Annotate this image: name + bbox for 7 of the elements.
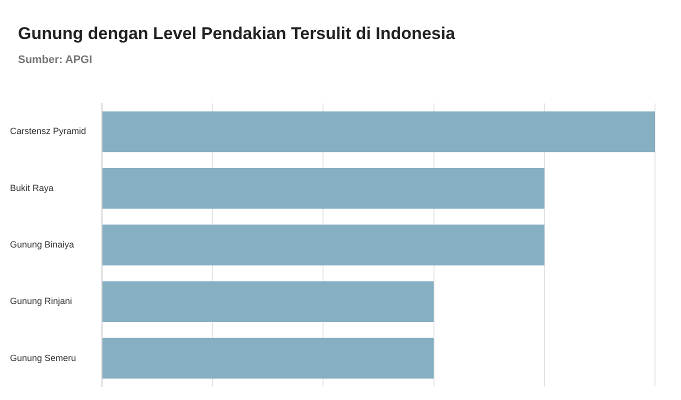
y-tick-label: Gunung Semeru: [10, 352, 76, 363]
y-tick-label: Gunung Binaiya: [10, 239, 74, 250]
y-tick-label: Carstensz Pyramid: [10, 126, 86, 136]
chart-title: Gunung dengan Level Pendakian Tersulit di Indonesia: [18, 24, 456, 44]
y-tick-label: Bukit Raya: [10, 182, 54, 193]
chart-subtitle: Sumber: APGI: [18, 54, 92, 66]
y-tick-label: Gunung Rinjani: [10, 296, 72, 306]
